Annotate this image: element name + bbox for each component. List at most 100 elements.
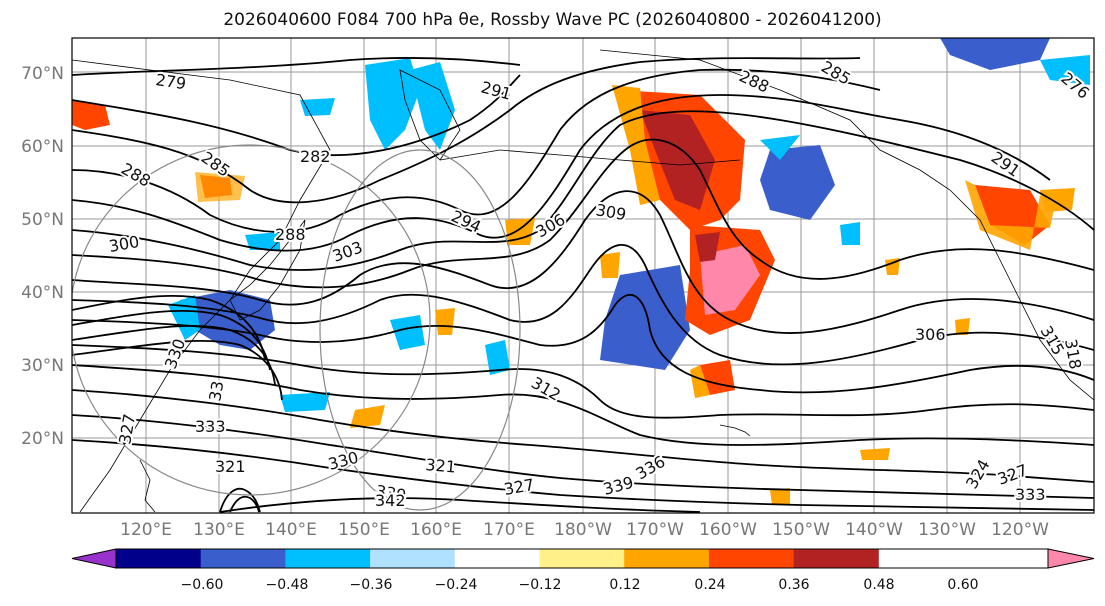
colorbar-tick-label: 0.60 bbox=[947, 577, 979, 593]
lon-label-130w: 130°W bbox=[918, 520, 976, 540]
contour-288 bbox=[72, 68, 881, 233]
lon-label-140w: 140°W bbox=[845, 520, 903, 540]
contour-label: 321 bbox=[425, 455, 457, 477]
reference-circles bbox=[72, 144, 521, 511]
contour-309 bbox=[72, 293, 1094, 394]
lon-label-160w: 160°W bbox=[699, 520, 757, 540]
aleutian-chain bbox=[439, 149, 741, 166]
contour-303 bbox=[72, 190, 1094, 334]
colorbar-tick-label: 0.48 bbox=[863, 577, 895, 593]
pos-anomaly-small-7 bbox=[770, 488, 790, 505]
contour-333 bbox=[72, 439, 1094, 511]
contour-291 bbox=[72, 94, 1051, 252]
neg-anomaly-kuroshio bbox=[180, 290, 275, 350]
neg-anomaly-northeast bbox=[940, 38, 1050, 70]
lon-label-180w: 180°W bbox=[554, 520, 612, 540]
contour-label: 306 bbox=[915, 325, 946, 344]
contour-306 bbox=[72, 244, 1094, 366]
hawaii-islands bbox=[719, 424, 751, 437]
contour-tight-4 bbox=[72, 339, 283, 401]
pos-anomaly-small-1 bbox=[505, 218, 535, 245]
lat-label-20n: 20°N bbox=[21, 429, 64, 449]
contour-label-halo: 321 bbox=[425, 455, 457, 477]
colorbar-tick-label: 0.24 bbox=[694, 577, 726, 593]
contour-285 bbox=[72, 57, 861, 204]
contour-label: 342 bbox=[375, 491, 406, 510]
pos-anomaly-west-1 bbox=[72, 100, 110, 130]
pos-anomaly-bering-outer bbox=[612, 85, 660, 205]
contour-300 bbox=[72, 138, 1094, 289]
map-title: 2026040600 F084 700 hPa θe, Rossby Wave … bbox=[223, 10, 882, 30]
neg-anomaly-kamchatka bbox=[365, 58, 420, 150]
neg-anomaly-alaska bbox=[600, 265, 690, 370]
colorbar-tick-label: −0.60 bbox=[180, 577, 224, 593]
lat-label-50n: 50°N bbox=[21, 210, 64, 230]
neg-anomaly-small-1 bbox=[390, 315, 425, 350]
contour-label-halo: 321 bbox=[215, 457, 246, 476]
pos-anomaly-small-2 bbox=[600, 252, 620, 278]
lon-label-160e: 160°E bbox=[410, 520, 462, 540]
pos-anomaly-small-4 bbox=[435, 308, 455, 335]
pos-anomaly-small-3 bbox=[350, 405, 385, 428]
contour-label: 279 bbox=[154, 70, 187, 93]
lon-label-120w: 120°W bbox=[991, 520, 1049, 540]
pos-anomaly-central-core bbox=[700, 245, 760, 315]
alaska-coast bbox=[599, 49, 1094, 401]
lon-label-150w: 150°W bbox=[772, 520, 830, 540]
colorbar-tick-label: −0.48 bbox=[265, 577, 309, 593]
reference-circle-west bbox=[72, 144, 431, 496]
contour-label: 333 bbox=[195, 417, 226, 436]
lat-label-40n: 40°N bbox=[21, 283, 64, 303]
contour-tight-5 bbox=[219, 487, 261, 513]
contour-label-halo: 333 bbox=[195, 417, 226, 436]
reference-circle-center bbox=[319, 149, 521, 511]
pos-anomaly-small-5 bbox=[955, 318, 970, 335]
contour-321 bbox=[72, 389, 1094, 483]
lon-label-120e: 120°E bbox=[120, 520, 172, 540]
colorbar-tick-label: −0.24 bbox=[434, 577, 478, 593]
contour-label-halo: 282 bbox=[300, 147, 331, 166]
contour-tight-1 bbox=[72, 295, 266, 361]
neg-anomaly-gulf-edge bbox=[760, 135, 800, 160]
pos-anomaly-bering-core bbox=[640, 110, 715, 210]
lat-label-30n: 30°N bbox=[21, 356, 64, 376]
neg-anomaly-small-5 bbox=[245, 232, 280, 250]
graticule bbox=[72, 38, 1094, 513]
neg-anomaly-small-2 bbox=[280, 392, 330, 412]
contour-label: 282 bbox=[300, 147, 331, 166]
contour-label: 288 bbox=[275, 225, 306, 244]
colorbar-tick-label: −0.12 bbox=[518, 577, 562, 593]
theta-e-contours bbox=[72, 57, 1094, 513]
lon-label-140e: 140°E bbox=[265, 520, 317, 540]
shaded-anomalies bbox=[72, 38, 1090, 505]
contour-label-halo: 333 bbox=[1015, 485, 1046, 504]
contour-327 bbox=[72, 414, 1094, 499]
contour-315 bbox=[72, 364, 1094, 446]
contour-279 bbox=[72, 57, 521, 76]
contour-label: 33 bbox=[205, 379, 227, 402]
contour-label: 321 bbox=[215, 457, 246, 476]
neg-anomaly-small-4 bbox=[300, 98, 335, 116]
neg-anomaly-small-3 bbox=[485, 340, 510, 375]
pos-anomaly-small-6 bbox=[860, 448, 890, 460]
neg-anomaly-small-7 bbox=[840, 222, 860, 245]
map-frame bbox=[71, 37, 1095, 514]
contour-312 bbox=[72, 344, 1094, 419]
colorbar-tick-label: −0.36 bbox=[349, 577, 393, 593]
pos-anomaly-hawaii-edge bbox=[690, 365, 710, 398]
contour-282 bbox=[72, 74, 521, 157]
pos-anomaly-west-3 bbox=[195, 172, 245, 202]
lat-label-60n: 60°N bbox=[21, 137, 64, 157]
neg-anomaly-gulf bbox=[760, 145, 835, 220]
contour-294 bbox=[72, 110, 1094, 271]
contour-tight-2 bbox=[72, 309, 271, 371]
lon-label-170w: 170°W bbox=[626, 520, 684, 540]
contour-tight-6 bbox=[229, 495, 260, 513]
contour-tight-3 bbox=[72, 324, 276, 386]
colorbar-tick-label: 0.36 bbox=[778, 577, 810, 593]
lon-label-150e: 150°E bbox=[338, 520, 390, 540]
contour-label-halo: 279 bbox=[154, 70, 187, 93]
contour-label-halo: 342 bbox=[375, 491, 406, 510]
lon-label-170e: 170°E bbox=[483, 520, 535, 540]
